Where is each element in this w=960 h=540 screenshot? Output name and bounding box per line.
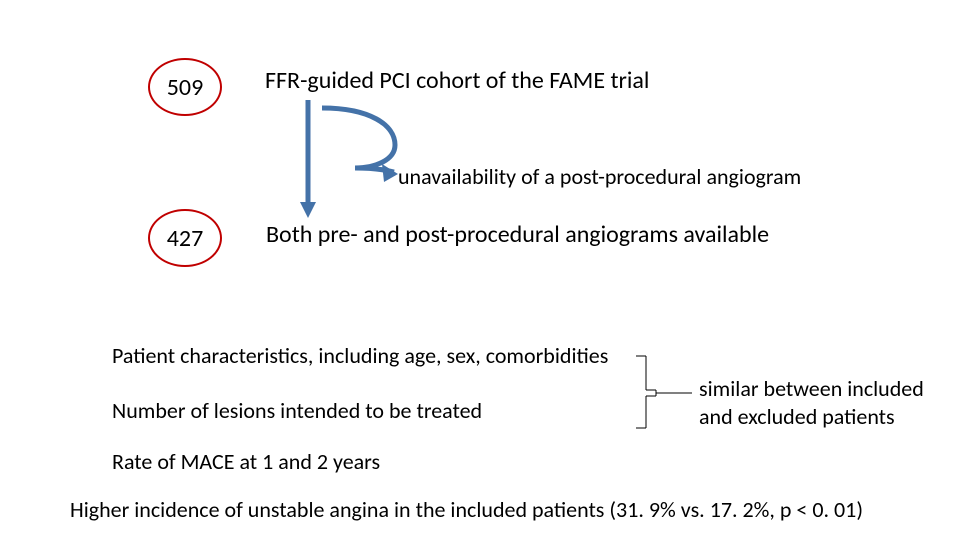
bracket-connector	[0, 0, 960, 540]
